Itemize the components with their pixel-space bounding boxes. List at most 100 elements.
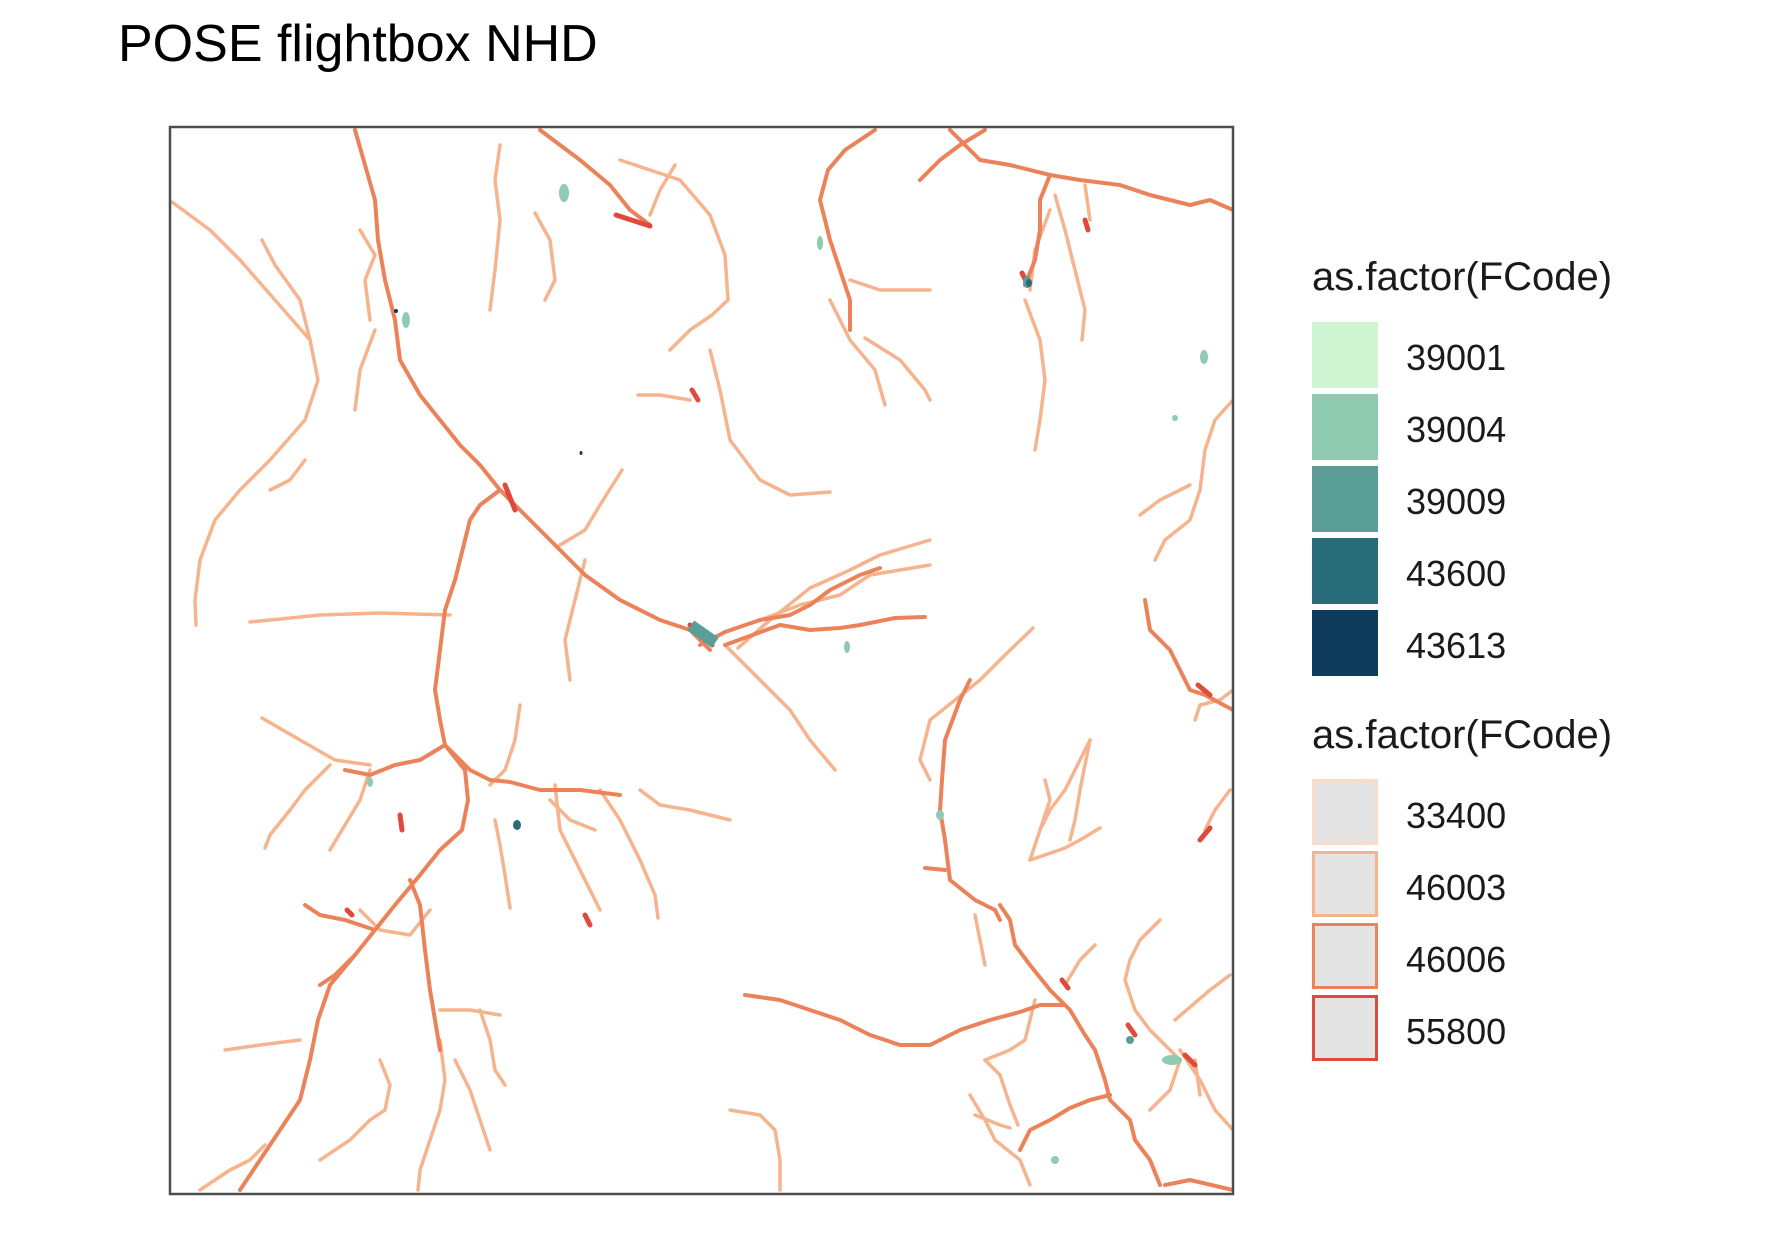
flowline xyxy=(303,903,377,932)
flowline xyxy=(1195,682,1213,698)
waterbody xyxy=(367,777,373,787)
flowline xyxy=(198,1143,267,1192)
flowline xyxy=(723,643,837,772)
flowline xyxy=(478,1008,507,1087)
flowline xyxy=(998,903,1162,1187)
flowline xyxy=(973,913,987,967)
flowline xyxy=(968,1093,1032,1187)
flowline xyxy=(923,866,947,872)
legend-key-33400 xyxy=(1312,779,1378,845)
flowline xyxy=(268,458,307,492)
waterbody xyxy=(402,312,410,328)
flowline xyxy=(1018,1093,1112,1152)
legend-key-55800 xyxy=(1312,995,1378,1061)
flowline xyxy=(728,1108,782,1192)
flowline xyxy=(353,128,712,652)
flowline xyxy=(563,558,587,682)
flowline xyxy=(1193,688,1233,722)
flowline xyxy=(1028,738,1092,862)
flowline xyxy=(358,228,377,322)
waterbody xyxy=(559,184,569,202)
legend-label-43613: 43613 xyxy=(1406,625,1507,666)
flowline xyxy=(1023,298,1047,452)
flowline xyxy=(433,488,502,747)
flowline xyxy=(1143,598,1233,712)
flowline xyxy=(453,1058,492,1152)
flowline xyxy=(353,328,377,412)
flowline xyxy=(488,143,502,312)
flowline xyxy=(708,348,832,497)
waterbody xyxy=(394,309,398,313)
flowline xyxy=(1178,1048,1233,1132)
flowline xyxy=(1038,778,1052,832)
flowline xyxy=(636,393,692,402)
flowline xyxy=(260,716,372,767)
flowline xyxy=(408,878,442,1052)
legend-key-43600 xyxy=(1312,538,1378,604)
flowline xyxy=(1182,1052,1198,1068)
flowline xyxy=(1082,217,1091,233)
flowline xyxy=(1125,1022,1138,1038)
waterbody xyxy=(817,236,823,250)
waterbody xyxy=(1200,350,1208,364)
flowline xyxy=(548,798,597,832)
flowline xyxy=(533,211,557,302)
waterbody xyxy=(1026,279,1032,287)
flowline xyxy=(1053,193,1087,342)
flowline xyxy=(1203,788,1232,832)
legend-label-46006: 46006 xyxy=(1406,939,1507,980)
flowline xyxy=(1023,173,1052,287)
flowline xyxy=(438,1008,502,1017)
waterbody xyxy=(1162,1055,1182,1065)
waterbodies-39004 xyxy=(367,184,1208,1164)
flowline xyxy=(416,1038,447,1192)
flowline xyxy=(318,1058,392,1162)
flowline xyxy=(1063,943,1097,987)
legend-key-46003 xyxy=(1312,851,1378,917)
legend-key-46006 xyxy=(1312,923,1378,989)
flowline xyxy=(1138,483,1192,517)
flowline xyxy=(260,238,312,342)
waterbody xyxy=(687,620,719,648)
legend-key-39001 xyxy=(1312,322,1378,388)
waterbodies-43613 xyxy=(394,309,583,455)
map-title: POSE flightbox NHD xyxy=(118,15,598,73)
legend-key-43613 xyxy=(1312,610,1378,676)
flowline xyxy=(493,818,512,910)
flowline xyxy=(638,788,732,822)
waterbody xyxy=(513,820,521,830)
flowline xyxy=(648,163,677,217)
flowline xyxy=(1083,183,1092,222)
flowline xyxy=(698,566,882,647)
flowline xyxy=(983,1058,1020,1127)
flowlines-46003 xyxy=(170,143,1233,1192)
flowline xyxy=(582,912,593,928)
flowline xyxy=(918,128,987,182)
flowline xyxy=(818,128,877,332)
legend-key-39009 xyxy=(1312,466,1378,532)
flowline xyxy=(238,743,470,1192)
flowline xyxy=(983,998,1037,1062)
legend-title-polygons: as.factor(FCode) xyxy=(1312,255,1613,299)
waterbody xyxy=(579,451,583,455)
waterbodies-43600 xyxy=(513,279,1032,830)
flowline xyxy=(848,278,932,292)
flowline xyxy=(948,128,1233,212)
flowline xyxy=(443,743,622,797)
flowline xyxy=(1068,738,1092,842)
flowline xyxy=(938,678,1002,922)
flowline xyxy=(918,626,1035,782)
flowline xyxy=(828,298,887,407)
flowline xyxy=(736,538,932,650)
flowline xyxy=(318,953,357,987)
waterbody xyxy=(936,810,944,820)
flowline xyxy=(1059,977,1071,991)
legend-label-39004: 39004 xyxy=(1406,409,1507,450)
flowline xyxy=(723,615,927,647)
flowline xyxy=(1173,973,1232,1022)
waterbody xyxy=(1172,415,1178,421)
waterbody xyxy=(844,641,850,653)
flowline xyxy=(502,482,518,513)
flowline xyxy=(328,768,372,852)
